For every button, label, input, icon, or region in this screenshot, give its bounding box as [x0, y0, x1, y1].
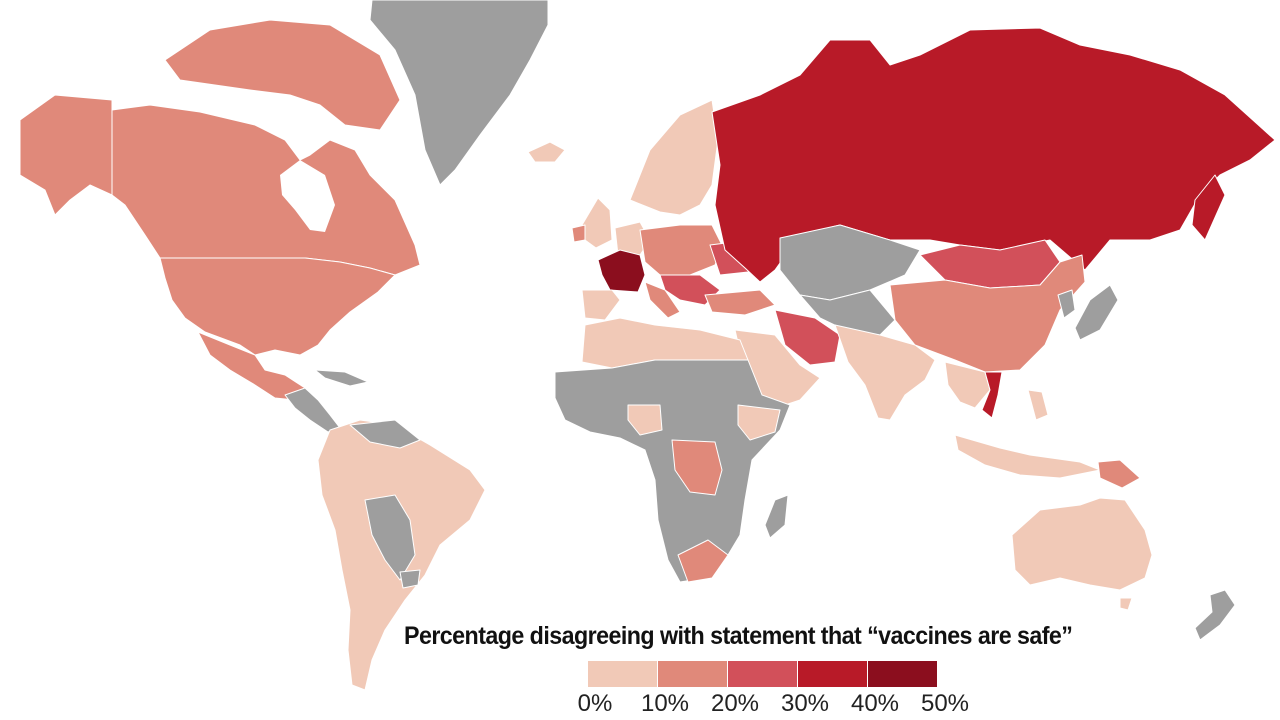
legend-swatch-10-20: [658, 661, 727, 687]
region-japan: [1074, 284, 1119, 341]
region-papua-new-guinea: [1097, 459, 1141, 489]
region-usa: [159, 257, 396, 356]
region-hudson-bay: [280, 160, 335, 232]
region-south-asia: [834, 324, 936, 421]
region-bolivia-paraguay: [364, 494, 416, 581]
region-ethiopia: [737, 404, 781, 441]
region-philippines: [1027, 389, 1049, 421]
legend-swatch-0-10: [588, 661, 657, 687]
legend-color-scale: [588, 661, 938, 687]
legend-tick-20: 20%: [710, 690, 760, 717]
region-scandinavia: [629, 99, 719, 216]
region-alaska: [19, 94, 113, 216]
region-italy: [644, 281, 681, 319]
legend-tick-10: 10%: [640, 690, 690, 717]
region-iberia: [581, 289, 621, 321]
legend-tick-0: 0%: [577, 690, 613, 717]
region-canada-islands: [164, 19, 401, 131]
region-uruguay: [399, 569, 421, 589]
region-iceland: [527, 141, 566, 163]
region-australia: [1011, 497, 1153, 591]
region-africa: [554, 359, 791, 583]
region-russia: [711, 27, 1276, 283]
legend-swatch-20-30: [728, 661, 797, 687]
region-central-america: [284, 387, 341, 433]
region-middle-east-north: [799, 289, 896, 336]
legend-swatch-30-40: [798, 661, 867, 687]
legend-title: Percentage disagreeing with statement th…: [404, 622, 1073, 650]
region-central-europe: [639, 224, 723, 276]
region-indonesia: [954, 434, 1101, 479]
region-korea: [1057, 289, 1076, 319]
region-venezuela: [349, 419, 421, 449]
region-turkey: [704, 289, 776, 316]
region-greenland: [369, 0, 549, 186]
region-uk: [581, 197, 613, 249]
region-kazakhstan: [779, 224, 921, 301]
region-drc: [671, 439, 723, 496]
legend-tick-40: 40%: [850, 690, 900, 717]
region-france: [597, 249, 646, 293]
region-cuba: [314, 369, 369, 387]
region-new-zealand: [1194, 589, 1236, 641]
legend-tick-labels: 0% 10% 20% 30% 40% 50%: [560, 690, 1000, 720]
region-vietnam: [981, 371, 1003, 419]
region-madagascar: [764, 494, 789, 539]
region-kamchatka: [1191, 174, 1226, 241]
region-iran: [774, 309, 841, 366]
legend-tick-50: 50%: [920, 690, 970, 717]
region-canada: [111, 104, 421, 276]
region-south-africa: [677, 539, 729, 583]
region-nigeria: [627, 404, 663, 436]
legend-swatch-40-50: [868, 661, 937, 687]
region-china: [889, 254, 1086, 373]
region-ireland: [571, 224, 586, 243]
legend-tick-30: 30%: [780, 690, 830, 717]
region-tasmania: [1119, 597, 1133, 611]
